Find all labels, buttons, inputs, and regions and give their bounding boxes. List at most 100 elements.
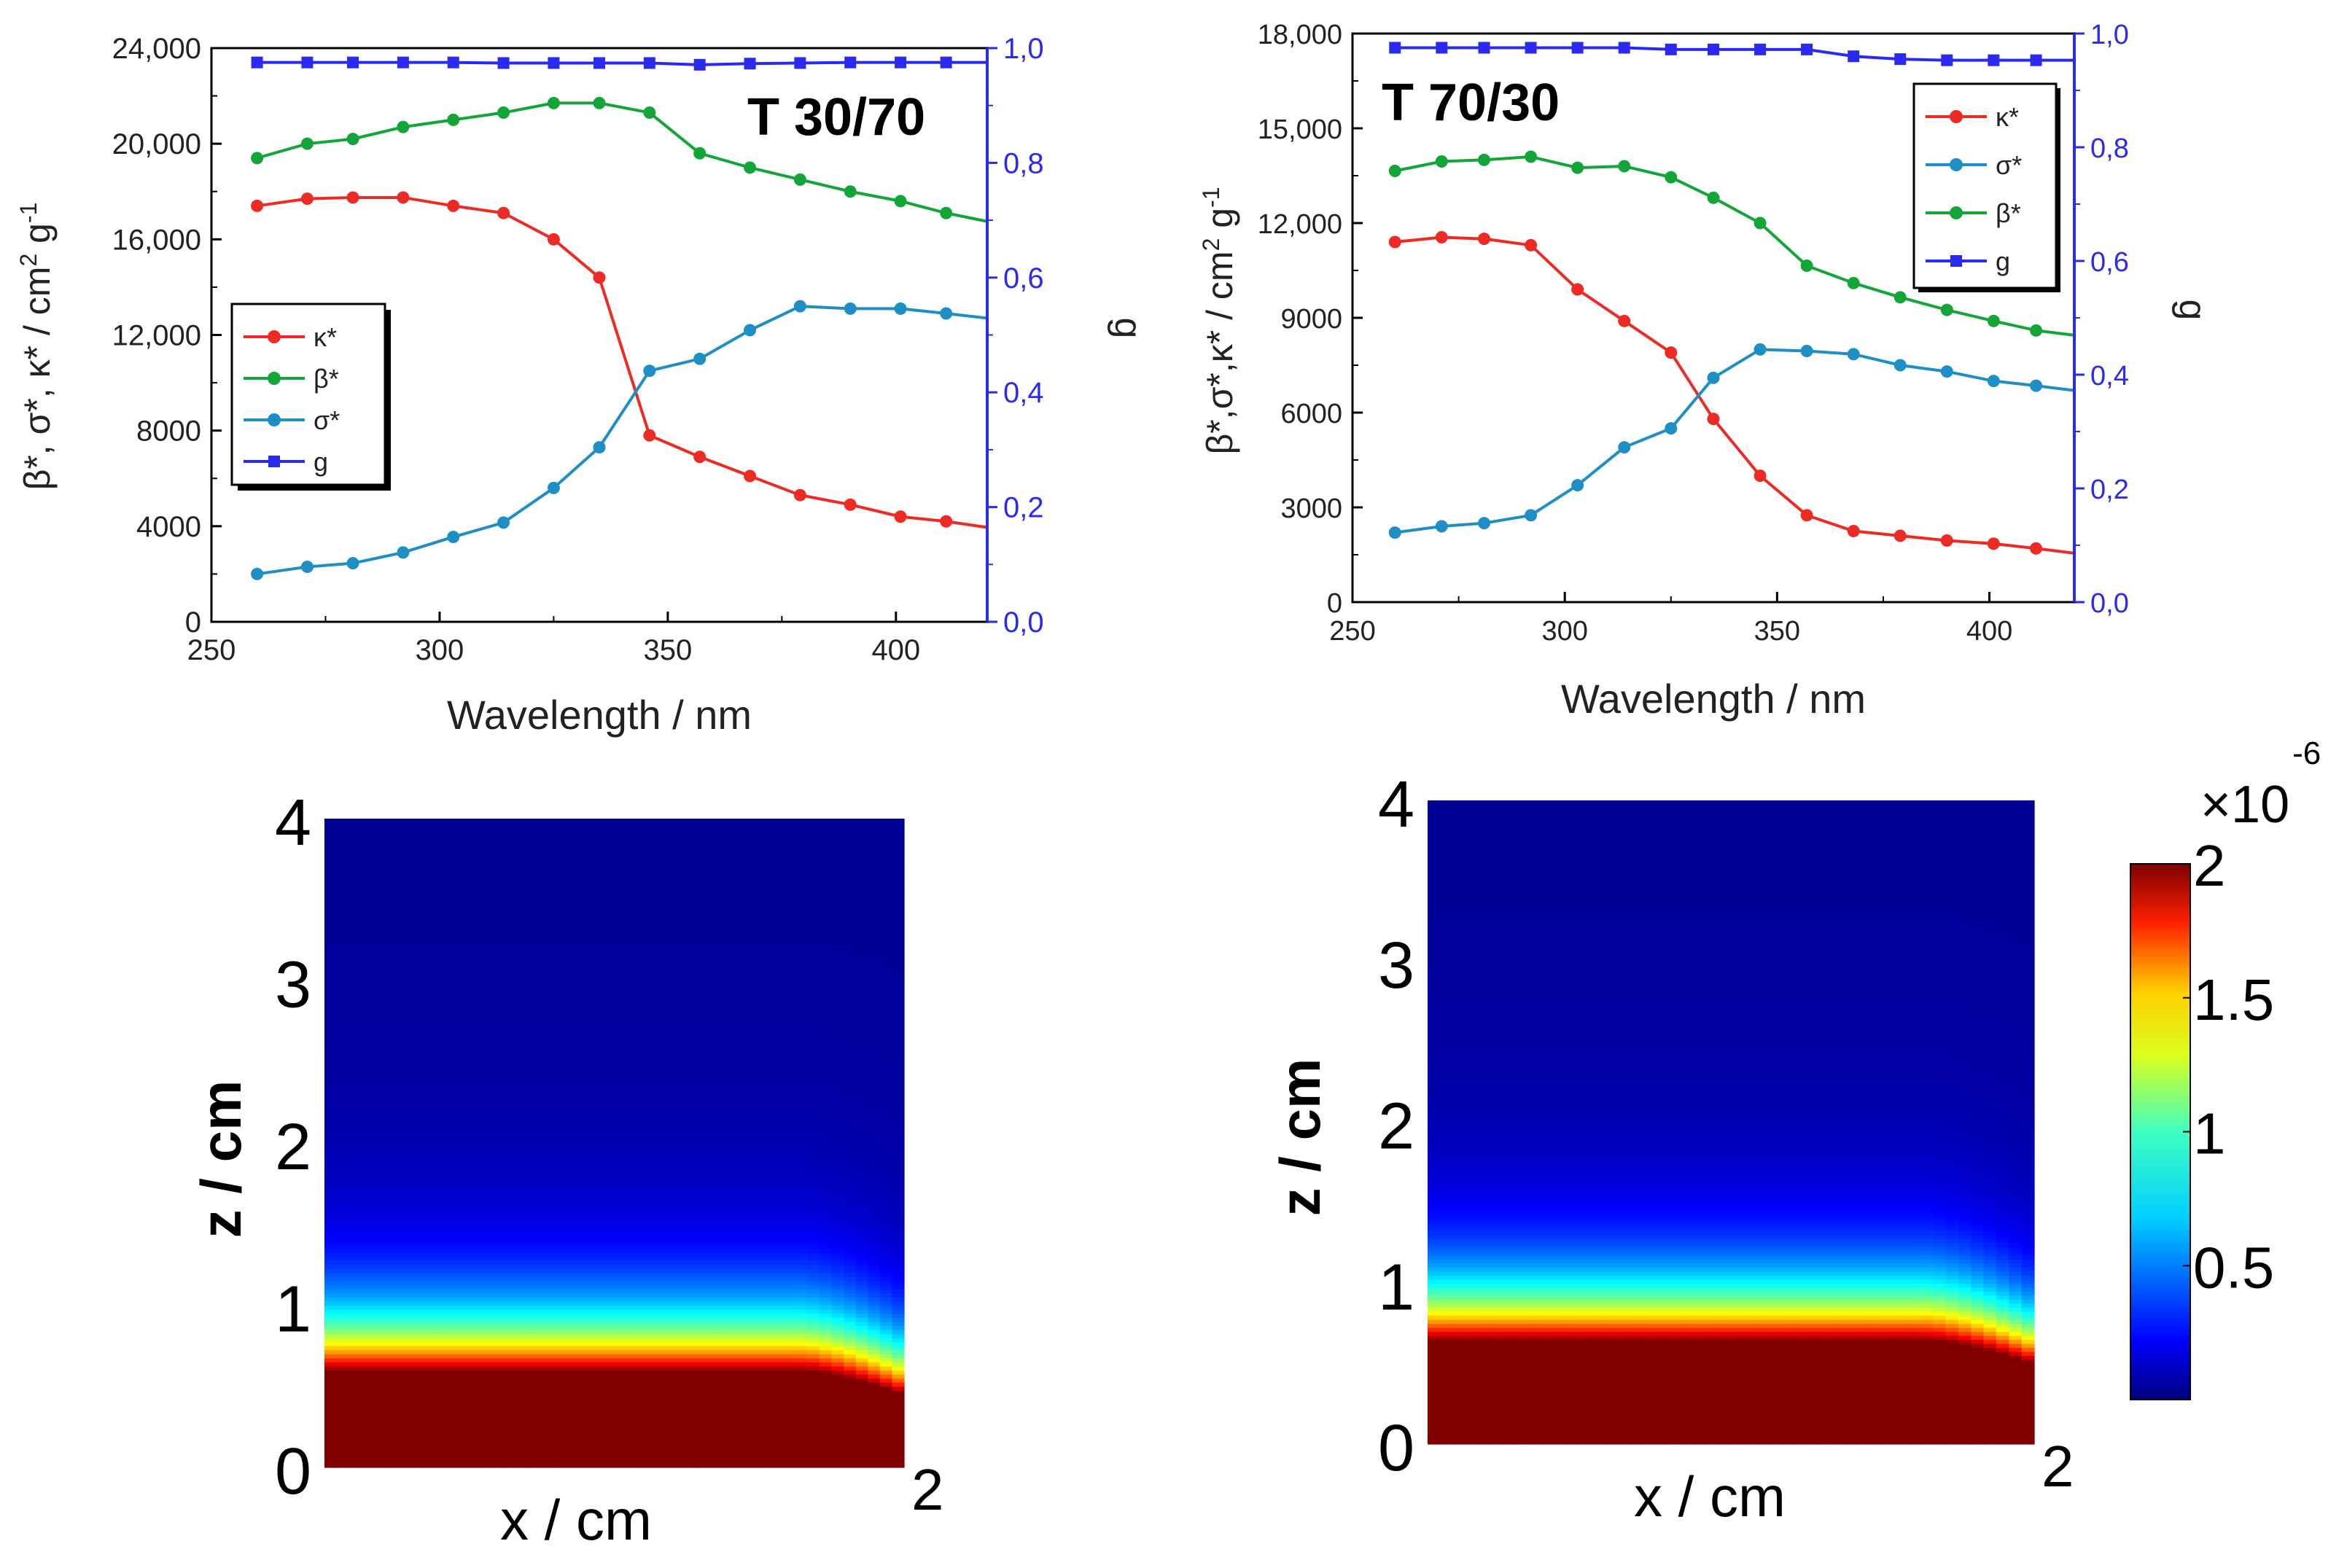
heatmap-left-cell <box>445 1265 458 1269</box>
heatmap-left-cell <box>590 1131 602 1135</box>
heatmap-left-cell <box>518 1451 530 1456</box>
heatmap-left-cell <box>518 989 530 994</box>
heatmap-left-cell <box>373 1163 385 1168</box>
heatmap-left-cell <box>337 827 349 831</box>
heatmap-left-cell <box>349 964 361 969</box>
heatmap-left-cell <box>457 1187 470 1192</box>
heatmap-left-cell <box>626 1439 639 1443</box>
heatmap-left-cell <box>494 1220 506 1225</box>
heatmap-left-cell <box>542 1362 554 1366</box>
heatmap-left-cell <box>433 888 445 892</box>
heatmap-left-cell <box>602 1159 615 1163</box>
heatmap-left-cell <box>505 1083 518 1087</box>
t7030-series-beta-star-point <box>1436 155 1448 168</box>
heatmap-left-cell <box>650 1135 663 1139</box>
heatmap-left-cell <box>373 1403 385 1407</box>
heatmap-left-cell <box>337 981 349 986</box>
heatmap-left-cell <box>457 1346 470 1350</box>
heatmap-left-cell <box>397 1268 409 1273</box>
heatmap-left-cell <box>470 1123 482 1127</box>
heatmap-left-cell <box>421 961 434 965</box>
heatmap-left-cell <box>457 1314 470 1318</box>
heatmap-left-cell <box>518 1139 530 1143</box>
t3070-y2-tick-label: 0,2 <box>1003 492 1044 524</box>
heatmap-left-cell <box>530 1423 542 1427</box>
heatmap-left-cell <box>397 1195 409 1200</box>
heatmap-left-cell <box>409 1260 421 1265</box>
heatmap-left-cell <box>470 1265 482 1269</box>
heatmap-left-cell <box>324 1074 337 1078</box>
t7030-y-tick-label: 12,000 <box>1258 209 1342 240</box>
heatmap-left-cell <box>361 1179 373 1184</box>
heatmap-left-cell <box>445 1123 458 1127</box>
heatmap-left-cell <box>421 1176 434 1180</box>
heatmap-left-cell <box>554 1317 567 1322</box>
heatmap-left-cell <box>421 1083 434 1087</box>
heatmap-left-cell <box>445 1322 458 1326</box>
heatmap-left-cell <box>445 859 458 864</box>
heatmap-left-cell <box>578 1297 591 1301</box>
heatmap-left-cell <box>337 985 349 989</box>
heatmap-left-cell <box>590 1123 602 1127</box>
heatmap-left-cell <box>566 1330 578 1334</box>
heatmap-left-cell <box>578 1074 591 1078</box>
heatmap-left-cell <box>481 1382 494 1386</box>
heatmap-left-cell <box>470 1252 482 1257</box>
heatmap-left-cell <box>409 1277 421 1282</box>
heatmap-left-cell <box>385 1257 397 1261</box>
heatmap-left-cell <box>530 1107 542 1111</box>
heatmap-left-cell <box>554 908 567 912</box>
heatmap-left-cell <box>578 1289 591 1293</box>
heatmap-left-cell <box>663 1358 675 1362</box>
heatmap-left-cell <box>578 1200 591 1204</box>
heatmap-left-cell <box>578 1325 591 1330</box>
heatmap-left-cell <box>663 1244 675 1249</box>
heatmap-left-cell <box>554 916 567 921</box>
heatmap-left-cell <box>421 1362 434 1366</box>
heatmap-left-cell <box>554 1005 567 1010</box>
heatmap-left-cell <box>409 1135 421 1139</box>
heatmap-left-cell <box>639 1119 651 1123</box>
heatmap-left-cell <box>639 1115 651 1119</box>
heatmap-left-cell <box>554 831 567 835</box>
heatmap-left-cell <box>674 1382 687 1386</box>
t3070-legend: κ*β*σ*g <box>232 304 391 491</box>
heatmap-left-cell <box>337 972 349 977</box>
heatmap-left-cell <box>409 1236 421 1241</box>
heatmap-left-cell <box>349 1029 361 1034</box>
heatmap-left-cell <box>324 1163 337 1168</box>
heatmap-left-cell <box>397 1346 409 1350</box>
heatmap-left-cell <box>650 1289 663 1293</box>
heatmap-left-cell <box>650 863 663 867</box>
heatmap-left-cell <box>349 1200 361 1204</box>
heatmap-left-cell <box>470 896 482 900</box>
heatmap-left-cell <box>518 888 530 892</box>
heatmap-left-cell <box>457 875 470 880</box>
heatmap-left-cell <box>373 1034 385 1038</box>
heatmap-left-cell <box>590 1127 602 1131</box>
heatmap-left-cell <box>470 1062 482 1066</box>
heatmap-left-cell <box>385 879 397 884</box>
heatmap-left-cell <box>421 875 434 880</box>
heatmap-left-cell <box>602 1167 615 1171</box>
heatmap-left-cell <box>590 1179 602 1184</box>
t7030-y-axis-label-main: β*,σ*,κ* / cm <box>1199 251 1240 454</box>
heatmap-left-cell <box>542 1463 554 1467</box>
t7030-series-g <box>1389 42 2074 66</box>
heatmap-left-cell <box>481 1094 494 1099</box>
heatmap-left-cell <box>542 1111 554 1115</box>
heatmap-left-cell <box>433 1119 445 1123</box>
heatmap-left-cell <box>674 1268 687 1273</box>
heatmap-left-cell <box>457 1317 470 1322</box>
t7030-series-g-point <box>1894 53 1906 65</box>
heatmap-left-cell <box>324 1050 337 1054</box>
heatmap-left-cell <box>663 1131 675 1135</box>
heatmap-left-cell <box>615 956 627 961</box>
heatmap-left-cell <box>615 1362 627 1366</box>
heatmap-left-cell <box>397 940 409 945</box>
heatmap-left-cell <box>349 1143 361 1147</box>
t7030-series-g-point <box>2031 55 2042 66</box>
heatmap-left-cell <box>542 1123 554 1127</box>
heatmap-left-cell <box>663 1078 675 1083</box>
heatmap-left-cell <box>554 1358 567 1362</box>
